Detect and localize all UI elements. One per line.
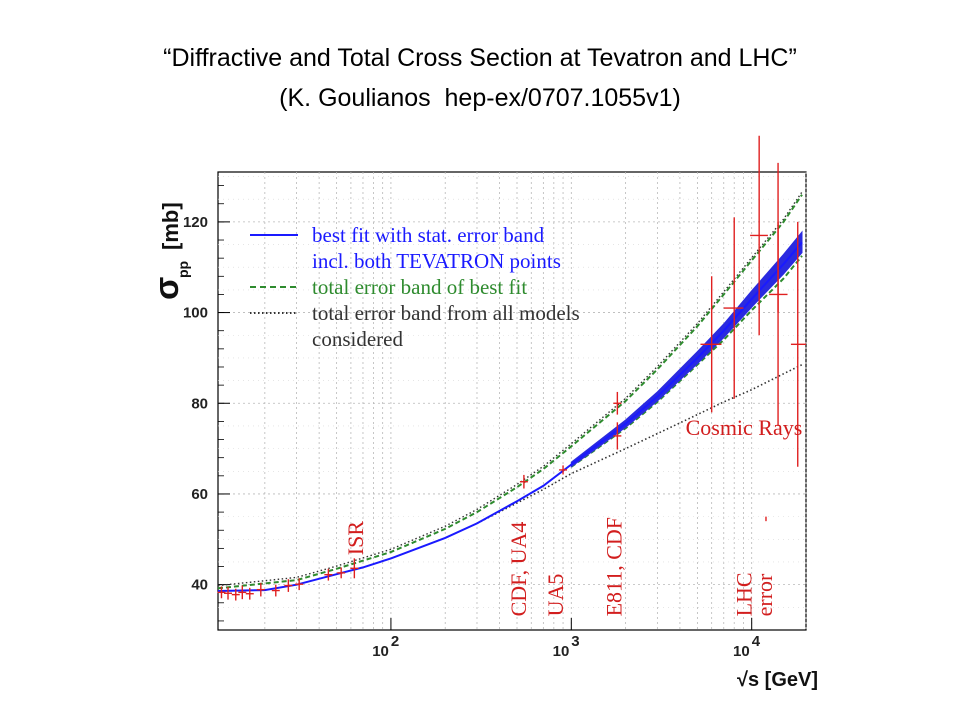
data-point: [337, 567, 346, 579]
data-point: [750, 135, 768, 336]
data-point: [559, 465, 568, 475]
data-point: [295, 578, 304, 591]
y-axis-title-unit: [mb]: [158, 202, 183, 250]
grid-lines: [218, 172, 807, 630]
data-point: [271, 584, 280, 597]
data-point: [613, 391, 622, 415]
legend-entry-label: incl. both TEVATRON points: [312, 249, 561, 273]
models-band-upper-line: [217, 191, 803, 587]
annotation-label: LHC: [732, 572, 757, 616]
plot-frame: [217, 171, 807, 631]
legend-entry-label: total error band of best fit: [312, 275, 527, 299]
data-point: [238, 585, 247, 600]
total-band-upper-line: [217, 194, 803, 590]
slide-title-line-2: (K. Goulianos hep-ex/0707.1055v1): [279, 84, 681, 112]
data-point: [324, 568, 333, 581]
data-point: [224, 586, 233, 600]
y-axis-title-subscript: pp: [175, 261, 191, 278]
fit-error-band: [570, 230, 803, 468]
data-point: [256, 582, 265, 597]
x-tick-label-base: 10: [553, 643, 570, 660]
annotation-label: error: [752, 573, 777, 616]
y-tick-label: 60: [191, 486, 208, 503]
y-tick-label: 40: [191, 577, 208, 594]
annotation-label: UA5: [543, 574, 568, 617]
data-point: [790, 221, 806, 467]
x-tick-label-exponent: 2: [391, 633, 399, 650]
data-point: [217, 586, 226, 599]
data-point: [284, 579, 293, 592]
x-axis-title: √s [GeV]: [737, 669, 818, 691]
data-point: [700, 276, 722, 413]
y-axis-title-symbol: σ: [148, 277, 186, 300]
data-point: [245, 587, 254, 600]
legend-entry-label: total error band from all models: [312, 301, 580, 325]
data-point: [613, 422, 622, 450]
y-tick-label: 100: [183, 305, 208, 322]
data-point: [231, 588, 240, 601]
data-point: [519, 474, 528, 489]
annotation-label: E811, CDF: [602, 517, 627, 616]
x-tick-label-exponent: 4: [752, 633, 761, 650]
legend-entry-label: best fit with stat. error band: [312, 223, 545, 247]
legend-entry-label: considered: [312, 327, 403, 351]
annotation-label: CDF, UA4: [506, 522, 531, 617]
x-tick-label-base: 10: [733, 643, 750, 660]
y-tick-label: 120: [183, 214, 208, 231]
best-fit-line: [217, 241, 803, 592]
y-axis-title: σpp [mb]: [148, 202, 191, 300]
x-tick-label-exponent: 3: [571, 633, 579, 650]
data-point: [350, 558, 359, 579]
y-tick-label: 80: [191, 395, 208, 412]
x-tick-label-base: 10: [372, 643, 389, 660]
slide-title: “Diffractive and Total Cross Section at …: [0, 38, 960, 118]
slide-title-line-1: “Diffractive and Total Cross Section at …: [163, 44, 797, 72]
annotation-label: Cosmic Rays: [686, 415, 803, 440]
models-band-lower-line: [476, 363, 803, 525]
annotation-label: ISR: [343, 521, 368, 556]
data-point: [723, 217, 744, 399]
